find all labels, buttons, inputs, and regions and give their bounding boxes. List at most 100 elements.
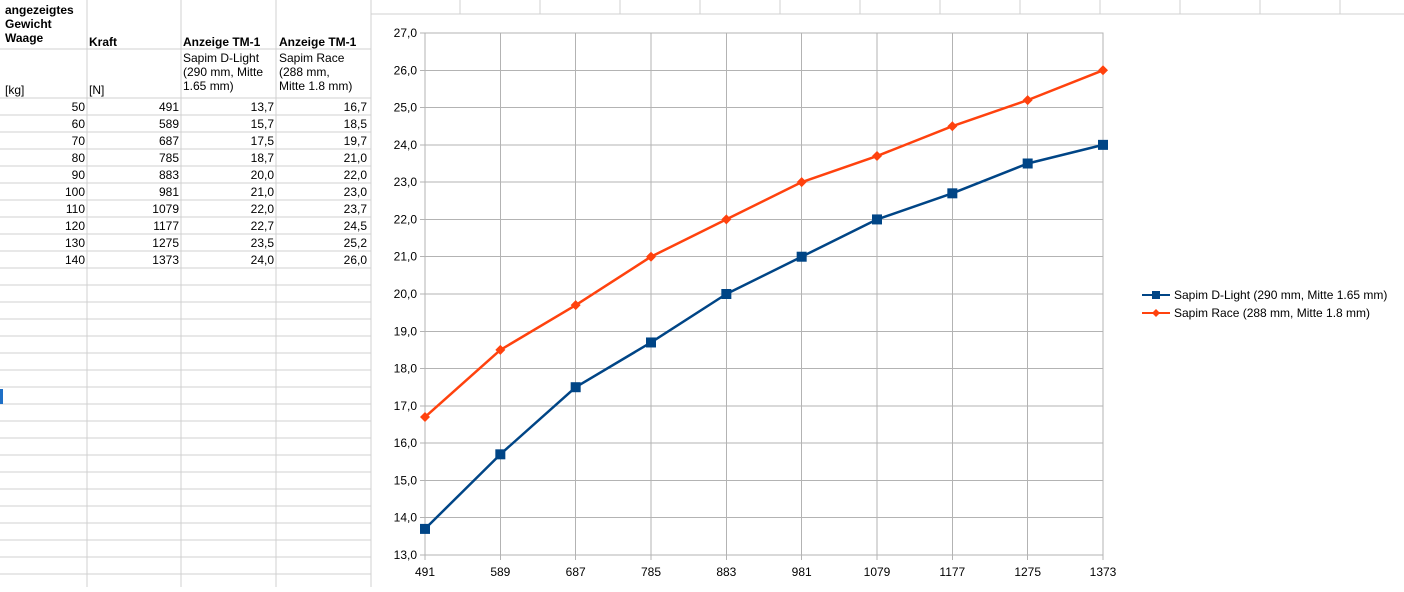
table-cell[interactable]: 17,5: [250, 134, 274, 148]
header-dlight[interactable]: Anzeige TM-1: [183, 35, 261, 49]
data-point-square: [1022, 158, 1033, 169]
x-tick-label: 1177: [939, 565, 965, 579]
data-point-square: [495, 449, 506, 460]
y-tick-label: 13,0: [394, 548, 418, 562]
header-race[interactable]: Anzeige TM-1: [279, 35, 357, 49]
data-point-square: [1098, 139, 1108, 150]
table-cell[interactable]: 80: [71, 151, 85, 165]
chart-canvas: 13,0 14,0 15,0 16,0 17,0 18,0 19,0 20,0 21,0 22,0…: [394, 26, 1117, 579]
header-weight[interactable]: angezeigtes Gewicht Waage: [5, 3, 74, 45]
table-cell[interactable]: 100: [64, 185, 85, 199]
table-cell[interactable]: 90: [71, 168, 85, 182]
table-cell[interactable]: 21,0: [343, 151, 367, 165]
table-cell[interactable]: 883: [158, 168, 179, 182]
y-tick-label: 24,0: [394, 138, 418, 152]
table-cell[interactable]: 130: [64, 236, 85, 250]
chart-legend: Sapim D-Light (290 mm, Mitte 1.65 mm) Sa…: [1142, 286, 1387, 322]
table-cell[interactable]: 18,7: [250, 151, 274, 165]
table-cell[interactable]: 1373: [152, 253, 179, 267]
table-cell[interactable]: 589: [158, 117, 179, 131]
data-point-diamond: [570, 300, 581, 311]
table-cell[interactable]: 23,0: [343, 185, 367, 199]
y-tick-label: 26,0: [394, 63, 418, 77]
y-tick-label: 16,0: [394, 436, 418, 450]
diamond-marker-icon: [1142, 309, 1170, 317]
unit-kg[interactable]: [kg]: [5, 83, 25, 97]
x-tick-label: 883: [716, 565, 736, 579]
series-line-1: [424, 143, 1104, 530]
y-tick-label: 14,0: [394, 511, 418, 525]
y-tick-label: 15,0: [394, 473, 418, 487]
data-point-diamond: [646, 251, 656, 262]
data-point-square: [721, 289, 732, 299]
data-point-diamond: [420, 412, 430, 423]
table-cell[interactable]: 120: [64, 219, 85, 233]
table-cell[interactable]: 1177: [153, 219, 179, 233]
table-cell[interactable]: 22,0: [343, 168, 367, 182]
data-point-square: [570, 382, 581, 393]
series-line-2: [424, 69, 1104, 418]
table-cell[interactable]: 26,0: [343, 253, 367, 267]
x-tick-label: 785: [641, 565, 661, 579]
unit-n[interactable]: [N]: [89, 83, 105, 97]
legend-item-race: Sapim Race (288 mm, Mitte 1.8 mm): [1142, 304, 1387, 322]
x-tick-label: 491: [415, 565, 435, 579]
table-cell[interactable]: 24,5: [343, 219, 367, 233]
table-cell[interactable]: 110: [65, 202, 85, 216]
data-point-diamond: [721, 214, 732, 225]
x-tick-label: 589: [490, 565, 510, 579]
table-cell[interactable]: 22,0: [250, 202, 274, 216]
x-tick-label: 687: [566, 565, 586, 579]
legend-item-dlight: Sapim D-Light (290 mm, Mitte 1.65 mm): [1142, 286, 1387, 304]
table-cell[interactable]: 24,0: [250, 253, 274, 267]
y-tick-label: 18,0: [394, 362, 418, 376]
table-cell[interactable]: 981: [158, 185, 179, 199]
table-cell[interactable]: 20,0: [250, 168, 274, 182]
table-cell[interactable]: 22,7: [250, 219, 274, 233]
table-cell[interactable]: 50: [71, 100, 85, 114]
x-tick-label: 981: [792, 565, 812, 579]
table-cell[interactable]: 687: [158, 134, 179, 148]
x-tick-label: 1275: [1014, 565, 1041, 579]
y-tick-label: 19,0: [394, 324, 418, 338]
table-cell[interactable]: 1079: [152, 202, 179, 216]
table-cell[interactable]: 21,0: [250, 185, 274, 199]
y-tick-label: 25,0: [394, 101, 418, 115]
table-cell[interactable]: 18,5: [343, 117, 367, 131]
plot-area: [424, 32, 1104, 556]
data-point-square: [947, 188, 958, 199]
line-chart[interactable]: 13,0 14,0 15,0 16,0 17,0 18,0 19,0 20,0 21,0 22,0…: [370, 14, 1404, 587]
table-cell[interactable]: 70: [71, 134, 85, 148]
header-force[interactable]: Kraft: [89, 35, 118, 49]
table-cell[interactable]: 16,7: [343, 100, 367, 114]
table-cell[interactable]: 140: [64, 253, 85, 267]
table-cell[interactable]: 491: [158, 100, 179, 114]
table-cell[interactable]: 25,2: [343, 236, 367, 250]
data-point-diamond: [872, 151, 882, 162]
y-tick-label: 20,0: [394, 287, 418, 301]
subheader-dlight[interactable]: Sapim D-Light (290 mm, Mitte 1.65 mm): [183, 51, 264, 93]
data-point-diamond: [495, 344, 506, 355]
table-cell[interactable]: 23,5: [250, 236, 274, 250]
table-cell[interactable]: 60: [71, 117, 85, 131]
y-tick-label: 23,0: [394, 175, 418, 189]
y-tick-label: 27,0: [394, 26, 418, 40]
data-point-square: [796, 251, 807, 262]
square-marker-icon: [1142, 291, 1170, 299]
table-cell[interactable]: 15,7: [250, 117, 274, 131]
legend-label-race: Sapim Race (288 mm, Mitte 1.8 mm): [1174, 306, 1371, 320]
legend-label-dlight: Sapim D-Light (290 mm, Mitte 1.65 mm): [1174, 288, 1388, 302]
active-cell-indicator: [0, 389, 3, 404]
table-cell[interactable]: 19,7: [343, 134, 367, 148]
table-cell[interactable]: 785: [158, 151, 179, 165]
table-cell[interactable]: 13,7: [250, 100, 274, 114]
data-point-diamond: [1098, 65, 1108, 76]
table-cell[interactable]: 1275: [152, 236, 179, 250]
y-tick-label: 17,0: [394, 399, 418, 413]
subheader-race[interactable]: Sapim Race (288 mm, Mitte 1.8 mm): [279, 51, 353, 93]
data-point-diamond: [796, 177, 807, 188]
table-cell[interactable]: 23,7: [343, 202, 367, 216]
y-tick-label: 21,0: [394, 250, 418, 264]
